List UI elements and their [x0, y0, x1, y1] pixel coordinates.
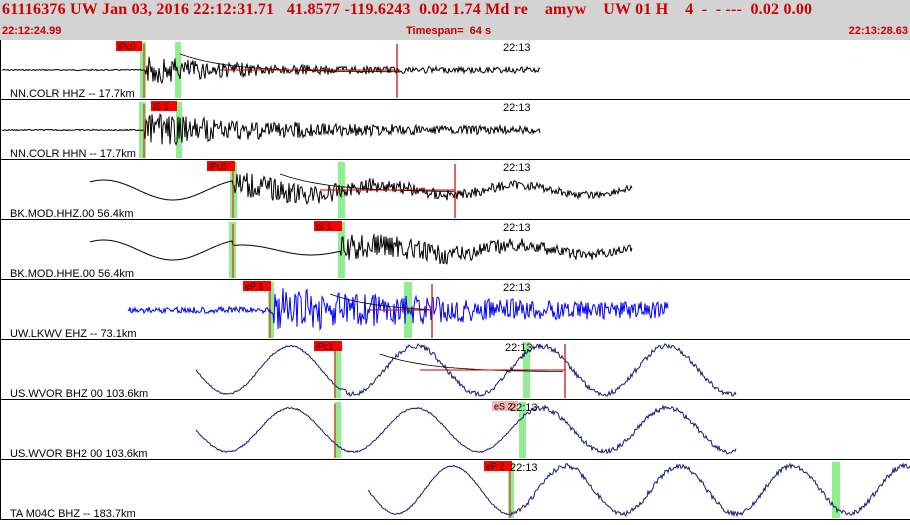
pick-flag [207, 161, 235, 171]
waveform [368, 462, 910, 518]
time-mark: 22:13 [503, 102, 531, 114]
pick-window [832, 462, 840, 518]
pick-flag-label: iPc1 [316, 342, 334, 352]
waveform [89, 172, 633, 205]
trace-row[interactable]: iS 1 22:13 NN.COLR HHN -- 17.7km [0, 100, 910, 160]
pick-flag-label: iPc0 [118, 42, 136, 52]
pick-flag [492, 401, 518, 411]
coda-fit-curve [279, 173, 454, 192]
pick-flag [116, 41, 142, 51]
station-label: UW.LKWV EHZ -- 73.1km [10, 328, 137, 340]
trace-row[interactable]: iS 1 22:13 BK.MOD.HHE.00 56.4km [0, 220, 910, 280]
trace-row[interactable]: eP 2 22:13 TA M04C BHZ -- 183.7km [0, 460, 910, 520]
waveform [1, 113, 541, 146]
pick-flag-label: eS 2 [494, 402, 513, 412]
pick-flag-label: iPc0 [209, 162, 227, 172]
waveform [195, 343, 737, 398]
pick-flag [243, 281, 271, 291]
time-mark: 22:13 [503, 222, 531, 234]
end-time-label: 22:13:28.63 [848, 25, 908, 37]
coda-fit-curve [379, 353, 563, 372]
seismogram-traces[interactable]: iPc0 22:13 NN.COLR HHZ -- 17.7km iS 1 22:13 N… [0, 40, 910, 520]
waveform [1, 56, 541, 85]
trace-row[interactable]: eS 222:13 US.WVOR BH2 00 103.6km [0, 400, 910, 460]
time-mark: 22:13 [503, 282, 531, 294]
station-label: US.WVOR BHZ 00 103.6km [10, 388, 148, 400]
pick-window [508, 462, 514, 518]
waveform [127, 288, 669, 332]
start-time-label: 22:12:24.99 [2, 25, 62, 37]
pick-window [175, 42, 181, 98]
station-label: TA M04C BHZ -- 183.7km [10, 508, 136, 520]
seismogram-panel: iPc0 22:13 NN.COLR HHZ -- 17.7km iS 1 22:13 N… [0, 40, 910, 520]
pick-flag [314, 221, 342, 231]
pick-flag-label: iS 1 [153, 102, 169, 112]
timespan-label: Timespan= 64 s [406, 25, 492, 37]
pick-flag-label: eP 1 [245, 282, 263, 292]
trace-row[interactable]: iPc0 22:13 BK.MOD.HHZ.00 56.4km [0, 160, 910, 220]
time-mark: 22:13 [510, 462, 538, 474]
time-mark: 22:13 [503, 42, 531, 54]
pick-flag [151, 101, 177, 111]
trace-row[interactable]: iPc0 22:13 NN.COLR HHZ -- 17.7km [0, 40, 910, 100]
time-mark: 22:13 [510, 402, 538, 414]
station-label: NN.COLR HHZ -- 17.7km [10, 88, 135, 100]
pick-flag-label: iS 1 [316, 222, 332, 232]
waveform [195, 404, 737, 455]
trace-row[interactable]: eP 1 22:13 UW.LKWV EHZ -- 73.1km [0, 280, 910, 340]
pick-flag-label: eP 2 [486, 462, 504, 472]
pick-window [519, 402, 526, 458]
time-mark: 22:13 [505, 342, 533, 354]
station-label: BK.MOD.HHZ.00 56.4km [10, 208, 133, 220]
pick-window [334, 402, 341, 458]
station-label: NN.COLR HHN -- 17.7km [10, 148, 136, 160]
pick-window [268, 282, 274, 338]
station-label: US.WVOR BH2 00 103.6km [10, 448, 148, 460]
pick-flag [484, 461, 512, 471]
pick-window [334, 342, 341, 398]
coda-fit-curve [329, 293, 430, 310]
event-summary-title: 61116376 UW Jan 03, 2016 22:12:31.71 41.… [2, 1, 813, 18]
trace-row[interactable]: iPc1 22:13 US.WVOR BHZ 00 103.6km [0, 340, 910, 400]
event-header: 61116376 UW Jan 03, 2016 22:12:31.71 41.… [0, 0, 910, 40]
pick-flag [314, 341, 342, 351]
station-label: BK.MOD.HHE.00 56.4km [10, 268, 134, 280]
time-mark: 22:13 [503, 162, 531, 174]
waveform [89, 234, 633, 265]
